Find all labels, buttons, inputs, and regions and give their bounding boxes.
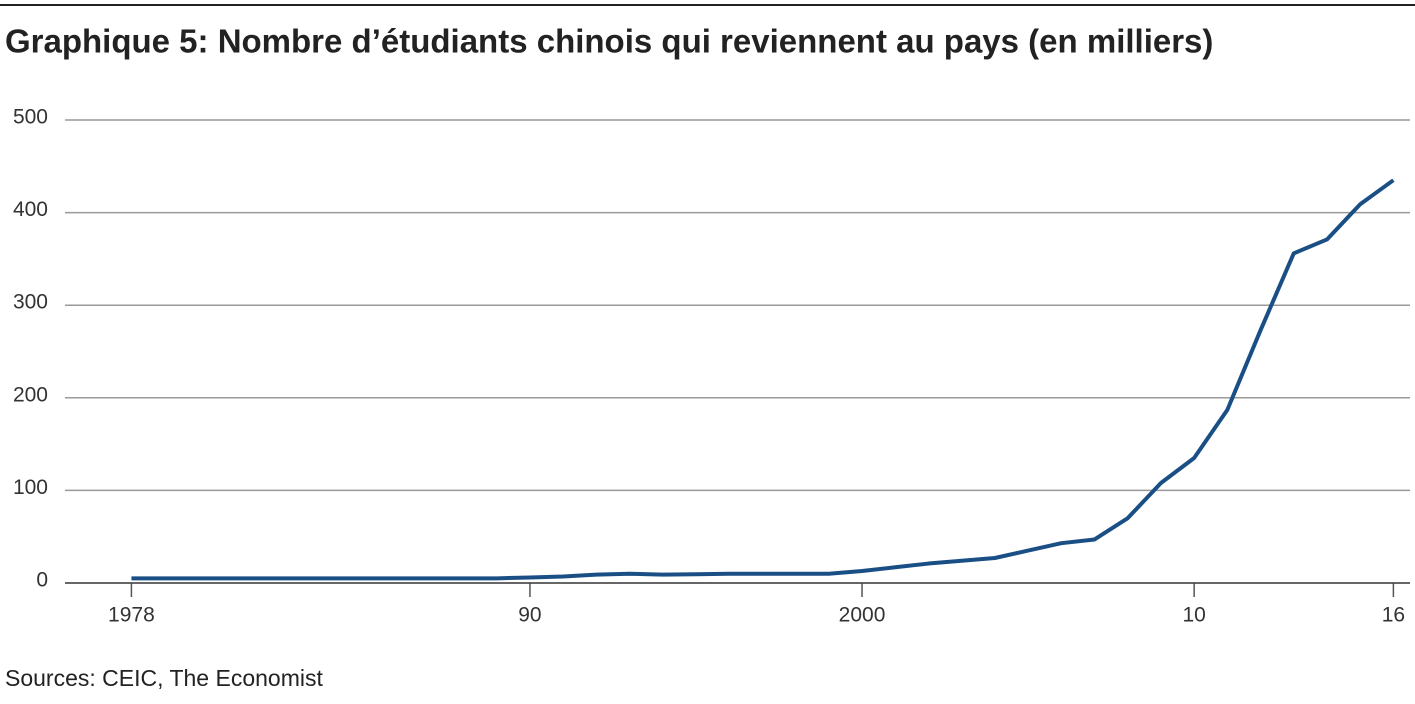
y-tick-label: 400 — [13, 198, 48, 221]
x-tick-label: 1978 — [108, 604, 155, 627]
y-tick-label: 0 — [36, 569, 48, 592]
y-tick-label: 300 — [13, 291, 48, 314]
chart-title: Graphique 5: Nombre d’étudiants chinois … — [5, 23, 1213, 60]
y-tick-label: 200 — [13, 383, 48, 406]
source: Sources: CEIC, The Economist — [5, 665, 323, 691]
x-tick-label: 16 — [1382, 604, 1405, 627]
x-tick-label: 10 — [1182, 604, 1205, 627]
x-tick-label: 90 — [518, 604, 541, 627]
x-tick-label: 2000 — [839, 604, 886, 627]
y-tick-label: 500 — [13, 106, 48, 129]
y-tick-label: 100 — [13, 476, 48, 499]
data-line — [131, 178, 1395, 581]
